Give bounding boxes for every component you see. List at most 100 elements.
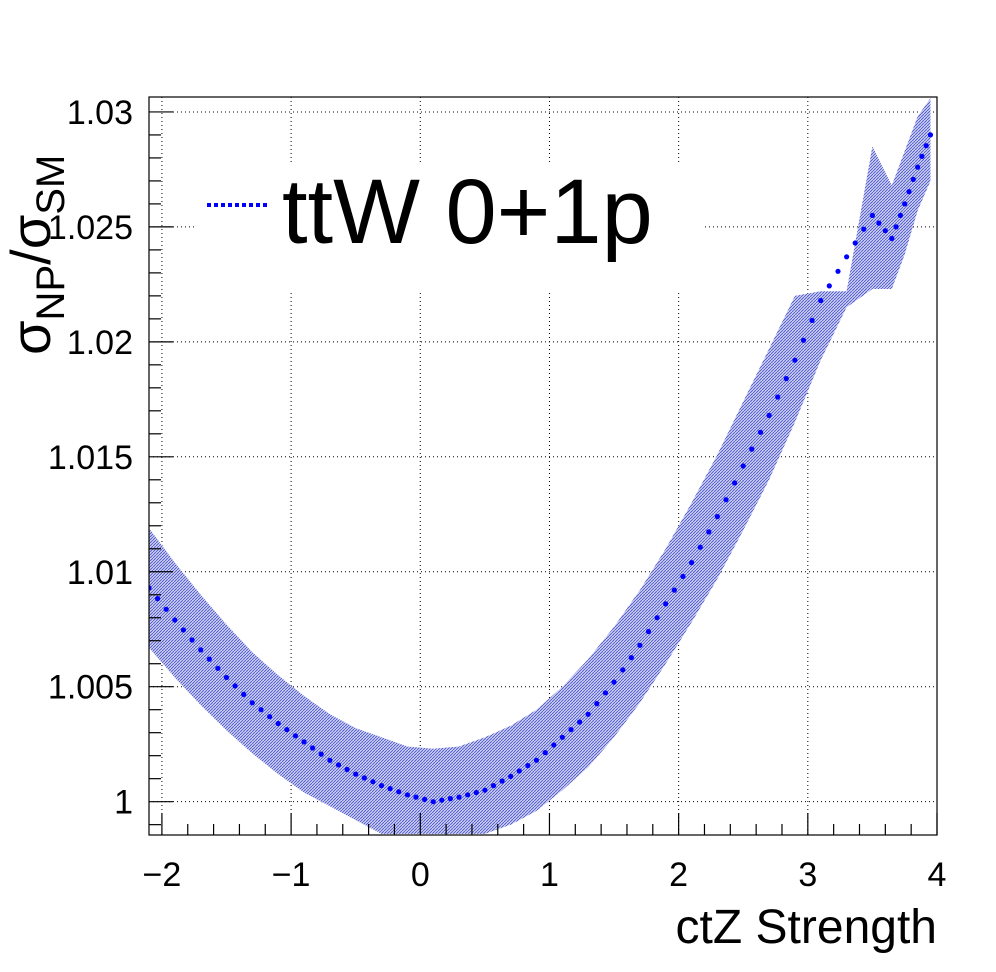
series-dot xyxy=(284,727,290,733)
series-point xyxy=(927,132,934,138)
series-dot xyxy=(396,789,402,795)
series-point xyxy=(533,757,540,763)
series-dot xyxy=(490,783,497,789)
series-dot xyxy=(809,317,815,323)
series-dot xyxy=(516,768,522,774)
series-point xyxy=(430,799,436,805)
series-dot xyxy=(232,683,238,689)
series-dot xyxy=(370,779,376,785)
series-point xyxy=(915,164,921,170)
y-tick-label: 1.02 xyxy=(67,324,133,362)
axes xyxy=(148,96,938,836)
y-tick-label: 1.03 xyxy=(67,94,133,132)
y-axis-title-sigma-2: σ xyxy=(0,215,62,250)
series-point xyxy=(585,711,591,717)
svg-text:σNP/σSM: σNP/σSM xyxy=(0,155,73,355)
series-dot xyxy=(620,667,626,673)
series-dot xyxy=(757,429,764,435)
series-dot xyxy=(499,778,505,784)
uncertainty-band xyxy=(149,98,931,834)
series-point xyxy=(792,357,798,363)
series-dot xyxy=(628,655,634,661)
series-dot xyxy=(525,763,531,769)
series-point xyxy=(404,792,410,798)
series-point xyxy=(378,783,385,789)
series-dot xyxy=(919,153,925,159)
series-dot xyxy=(568,727,574,733)
series-dot xyxy=(594,701,600,707)
series-point xyxy=(818,297,824,304)
series-dot xyxy=(882,228,888,234)
series-point xyxy=(889,235,895,241)
x-axis-title: ctZ Strength xyxy=(676,901,937,954)
series-dot xyxy=(551,742,557,748)
series-point xyxy=(275,720,281,727)
series-dot xyxy=(910,176,916,182)
series-point xyxy=(869,212,876,218)
series-point xyxy=(508,773,514,780)
series-dot xyxy=(447,796,453,802)
series-point xyxy=(149,585,152,591)
y-axis-title-sigma: σ xyxy=(0,320,62,355)
x-tick-label: −2 xyxy=(143,856,182,894)
series-dot xyxy=(542,750,548,756)
series-dot xyxy=(852,240,858,246)
series-point xyxy=(663,601,669,607)
y-tick-label: 1.01 xyxy=(67,554,133,592)
series-point xyxy=(301,739,307,745)
plot-frame xyxy=(148,96,938,836)
series-point xyxy=(611,679,617,685)
series-dot xyxy=(344,766,350,773)
series-dot xyxy=(800,337,807,343)
series-dot xyxy=(163,606,169,612)
series-dot xyxy=(783,376,789,382)
series-dot xyxy=(155,596,161,602)
series-dot xyxy=(465,792,471,798)
series-dot xyxy=(387,786,393,792)
series-point xyxy=(249,700,255,706)
series-dot xyxy=(189,637,195,643)
series-dot xyxy=(292,733,298,739)
series-dot xyxy=(876,220,882,226)
x-tick-label: 2 xyxy=(669,856,688,894)
tick-labels: −2 −1 0 1 2 3 4 1 1.005 1.01 1.015 1.02 1.025 1.03 xyxy=(48,94,947,894)
series-dot xyxy=(577,719,583,725)
x-tick-label: −1 xyxy=(272,856,311,894)
y-axis-title-np: NP xyxy=(29,265,73,321)
series-point xyxy=(559,734,566,740)
y-tick-label: 1.005 xyxy=(48,669,133,707)
series-point xyxy=(198,647,204,653)
series-point xyxy=(172,617,178,623)
series-dot xyxy=(749,446,755,452)
series-point xyxy=(714,514,721,520)
series-point xyxy=(223,674,230,681)
legend-background xyxy=(195,165,705,290)
series-dot xyxy=(897,212,904,218)
series-dot xyxy=(318,751,324,757)
series-dot xyxy=(241,691,247,698)
series-dot xyxy=(206,656,212,662)
legend: ttW 0+1p xyxy=(195,161,705,290)
series-dot xyxy=(697,544,703,550)
x-tick-label: 4 xyxy=(928,856,947,894)
y-tick-label: 1 xyxy=(114,784,133,822)
series-dot xyxy=(422,796,428,803)
y-tick-label: 1.025 xyxy=(48,209,133,247)
series-dot xyxy=(906,189,912,195)
x-tick-label: 1 xyxy=(540,856,559,894)
series-dot xyxy=(645,628,652,635)
series-point xyxy=(456,794,462,800)
series-dot xyxy=(473,789,479,796)
series-dot xyxy=(267,714,273,720)
series-point xyxy=(740,463,746,469)
series-point xyxy=(902,201,908,207)
series-dot xyxy=(654,615,660,621)
series-point xyxy=(766,412,772,418)
band-polygon xyxy=(149,98,931,834)
series-dot xyxy=(180,627,186,633)
series-point xyxy=(353,771,359,777)
series-dot xyxy=(893,224,899,230)
y-axis-title: σNP/σSM xyxy=(0,155,73,355)
series-point xyxy=(689,560,695,566)
